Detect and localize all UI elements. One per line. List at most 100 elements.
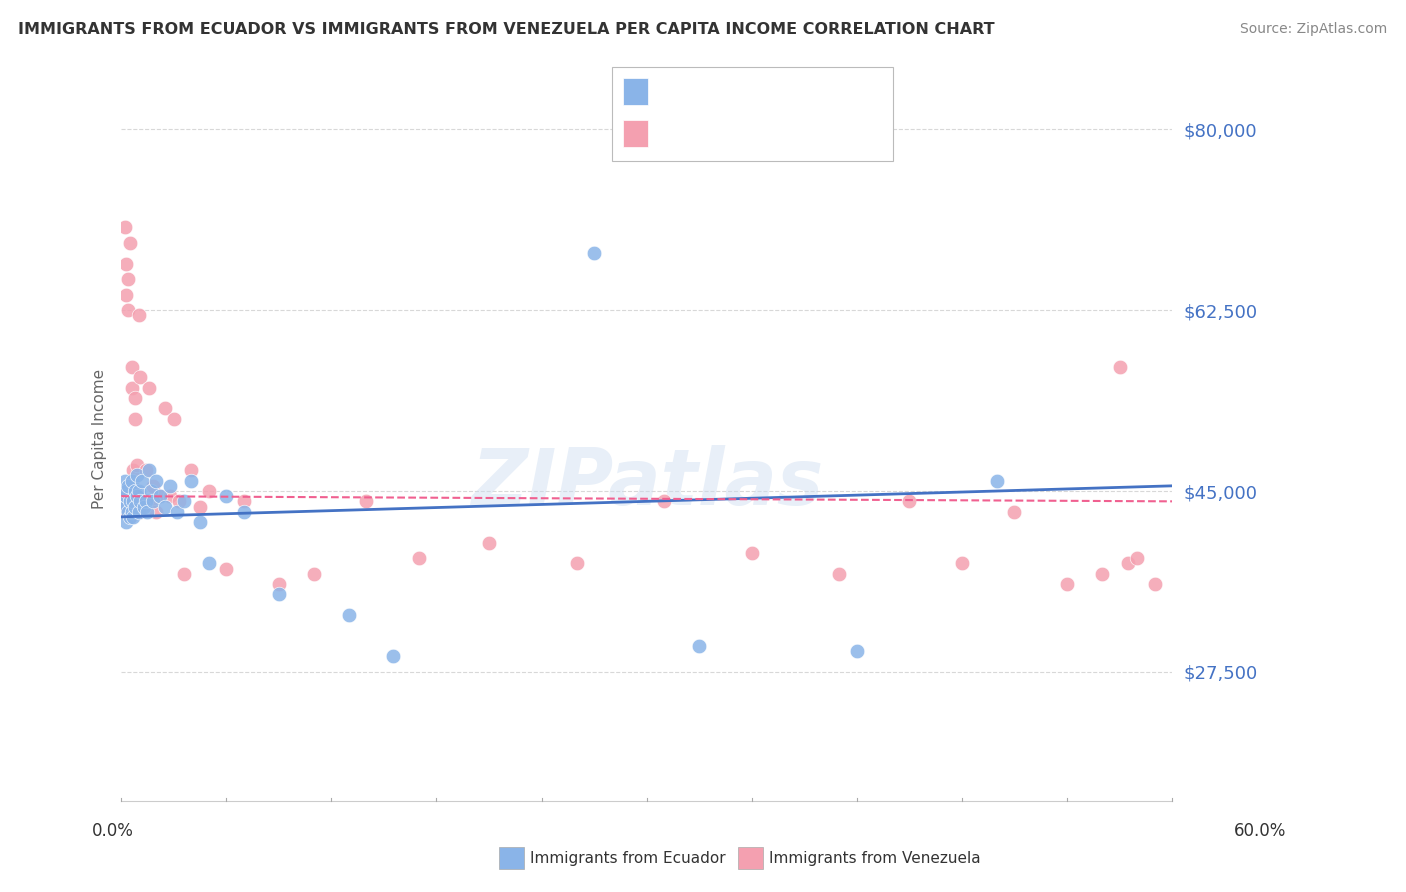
Point xyxy=(302,566,325,581)
Point xyxy=(128,505,150,519)
Point xyxy=(142,479,165,493)
Point xyxy=(124,494,146,508)
Text: 0.110: 0.110 xyxy=(700,83,752,101)
Point xyxy=(128,308,150,322)
Point xyxy=(128,505,150,519)
Point xyxy=(153,500,176,514)
Point xyxy=(125,458,148,472)
Text: N = 64: N = 64 xyxy=(763,125,825,143)
Point xyxy=(1126,551,1149,566)
Point xyxy=(125,505,148,519)
Point xyxy=(117,479,139,493)
Point xyxy=(652,494,675,508)
Point xyxy=(125,468,148,483)
Point xyxy=(122,509,145,524)
Point xyxy=(111,500,134,514)
Point xyxy=(117,505,139,519)
Point xyxy=(118,235,141,250)
Point xyxy=(381,649,404,664)
Point xyxy=(124,483,146,498)
Point xyxy=(117,303,139,318)
Point xyxy=(121,381,143,395)
Point xyxy=(180,463,202,477)
Point xyxy=(122,494,145,508)
Point xyxy=(149,489,172,503)
Point xyxy=(950,557,973,571)
Point xyxy=(122,463,145,477)
Point xyxy=(145,505,167,519)
Point xyxy=(115,287,138,301)
Text: -0.014: -0.014 xyxy=(696,125,755,143)
Point xyxy=(828,566,851,581)
Point xyxy=(125,489,148,503)
Point xyxy=(132,494,155,508)
Point xyxy=(121,494,143,508)
Point xyxy=(142,494,165,508)
Point xyxy=(138,463,160,477)
Point xyxy=(1091,566,1114,581)
Point xyxy=(118,494,141,508)
Text: 0.0%: 0.0% xyxy=(91,822,134,840)
Point xyxy=(188,515,211,529)
Point xyxy=(128,483,150,498)
Point xyxy=(845,644,868,658)
Point xyxy=(232,505,254,519)
Point xyxy=(565,557,588,571)
Point xyxy=(188,500,211,514)
Point xyxy=(197,483,219,498)
Point xyxy=(167,494,190,508)
Point xyxy=(131,474,153,488)
Point xyxy=(122,500,145,514)
Point xyxy=(145,474,167,488)
Point xyxy=(163,411,186,425)
Point xyxy=(121,359,143,374)
Text: 60.0%: 60.0% xyxy=(1234,822,1286,840)
Point xyxy=(135,494,157,508)
Point xyxy=(131,500,153,514)
Point xyxy=(1116,557,1139,571)
Text: N = 46: N = 46 xyxy=(763,83,825,101)
Text: IMMIGRANTS FROM ECUADOR VS IMMIGRANTS FROM VENEZUELA PER CAPITA INCOME CORRELATI: IMMIGRANTS FROM ECUADOR VS IMMIGRANTS FR… xyxy=(18,22,995,37)
Point xyxy=(114,505,136,519)
Point xyxy=(124,391,146,405)
Point xyxy=(121,474,143,488)
Point xyxy=(159,489,181,503)
Point xyxy=(114,220,136,235)
Point xyxy=(139,483,162,498)
Point xyxy=(132,500,155,514)
Point xyxy=(114,474,136,488)
Point xyxy=(153,401,176,416)
Point xyxy=(128,489,150,503)
Point xyxy=(267,577,290,591)
Point xyxy=(111,494,134,508)
Point xyxy=(267,587,290,601)
Text: R =: R = xyxy=(657,83,693,101)
Point xyxy=(215,489,238,503)
Point xyxy=(1056,577,1078,591)
Point xyxy=(118,509,141,524)
Point xyxy=(166,505,188,519)
Point xyxy=(583,246,606,260)
Point xyxy=(124,411,146,425)
Point xyxy=(138,381,160,395)
Point xyxy=(408,551,430,566)
Point xyxy=(136,494,159,508)
Point xyxy=(124,500,146,514)
Point xyxy=(129,494,152,508)
Point xyxy=(986,474,1008,488)
Point xyxy=(115,256,138,270)
Point xyxy=(129,370,152,384)
Point xyxy=(173,494,195,508)
Text: ZIPatlas: ZIPatlas xyxy=(471,445,823,521)
Point xyxy=(136,505,159,519)
Point xyxy=(117,272,139,286)
Y-axis label: Per Capita Income: Per Capita Income xyxy=(93,369,107,509)
Point xyxy=(1108,359,1130,374)
Text: Immigrants from Venezuela: Immigrants from Venezuela xyxy=(769,851,981,865)
Point xyxy=(898,494,921,508)
Point xyxy=(337,608,360,623)
Point xyxy=(115,483,138,498)
Point xyxy=(356,494,378,508)
Point xyxy=(1143,577,1166,591)
Point xyxy=(139,494,162,508)
